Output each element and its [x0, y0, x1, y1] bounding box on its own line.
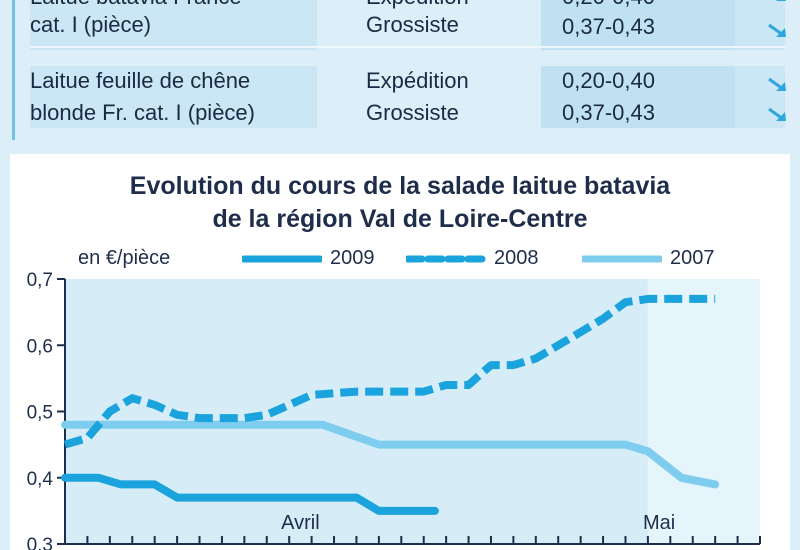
y-tick-label: 0,7: [27, 270, 53, 291]
type-band: [331, 0, 572, 50]
y-tick-label: 0,4: [27, 469, 54, 490]
table-row: Laitue batavia France cat. I (pièce) Exp…: [30, 0, 790, 50]
legend-swatch-2009: [242, 255, 322, 263]
trend-band: [735, 0, 785, 50]
price-range-shipping: 0,20-0,40: [562, 68, 655, 93]
legend-swatch-2008: [406, 255, 486, 263]
price-table: Laitue batavia France cat. I (pièce) Exp…: [0, 0, 800, 140]
chart-title-line2: de la région Val de Loire-Centre: [212, 205, 588, 233]
sale-type-wholesale: Grossiste: [366, 12, 459, 37]
legend-label-2008: 2008: [494, 247, 539, 269]
chart-title-line1: Evolution du cours de la salade laitue b…: [129, 172, 671, 200]
product-name-line2: cat. I (pièce): [30, 12, 152, 37]
name-band: [30, 66, 317, 128]
trend-down-icon: [768, 107, 786, 121]
trend-band: [735, 66, 785, 128]
name-band: [30, 0, 317, 50]
series-line-2009: [61, 473, 439, 515]
price-range-wholesale: 0,37-0,43: [562, 100, 655, 125]
type-band: [331, 66, 572, 128]
x-tick-label: Mai: [643, 512, 675, 534]
trend-down-icon: [776, 0, 786, 1]
product-name-line2: blonde Fr. cat. I (pièce): [30, 100, 255, 125]
product-name-line1: Laitue feuille de chêne: [30, 68, 251, 93]
chart-canvas: 0,3 0,4 0,5 0,6 0,7 Avril Mai: [27, 270, 761, 550]
sale-type-wholesale: Grossiste: [366, 100, 459, 125]
table-row: Laitue feuille de chêne blonde Fr. cat. …: [30, 66, 790, 128]
legend-label-2009: 2009: [330, 247, 375, 269]
row-separator: [30, 46, 785, 48]
trend-down-icon: [768, 77, 786, 91]
y-tick-label: 0,6: [27, 336, 53, 357]
price-range-wholesale: 0,37-0,43: [562, 14, 655, 39]
series-line-2007: [61, 420, 720, 489]
y-axis-unit-label: en €/pièce: [78, 247, 171, 269]
price-range-shipping: 0,20-0,40: [562, 0, 655, 12]
y-tick-label: 0,5: [27, 403, 53, 424]
sale-type-shipping: Expédition: [366, 0, 469, 12]
plot-area-april: [65, 279, 648, 544]
trend-down-icon: [768, 23, 786, 37]
legend-label-2007: 2007: [670, 247, 715, 269]
price-evolution-chart: Evolution du cours de la salade laitue b…: [10, 154, 790, 550]
x-tick-label: Avril: [281, 512, 320, 534]
y-tick-label: 0,3: [27, 535, 53, 550]
price-band: [541, 0, 737, 50]
legend-swatch-2007: [582, 255, 662, 263]
series-line-2008: [63, 294, 716, 449]
table-left-rule: [12, 0, 15, 140]
plot-area-may: [647, 279, 760, 544]
product-name-line1: Laitue batavia France: [30, 0, 242, 12]
price-band: [541, 66, 737, 128]
sale-type-shipping: Expédition: [366, 68, 469, 93]
